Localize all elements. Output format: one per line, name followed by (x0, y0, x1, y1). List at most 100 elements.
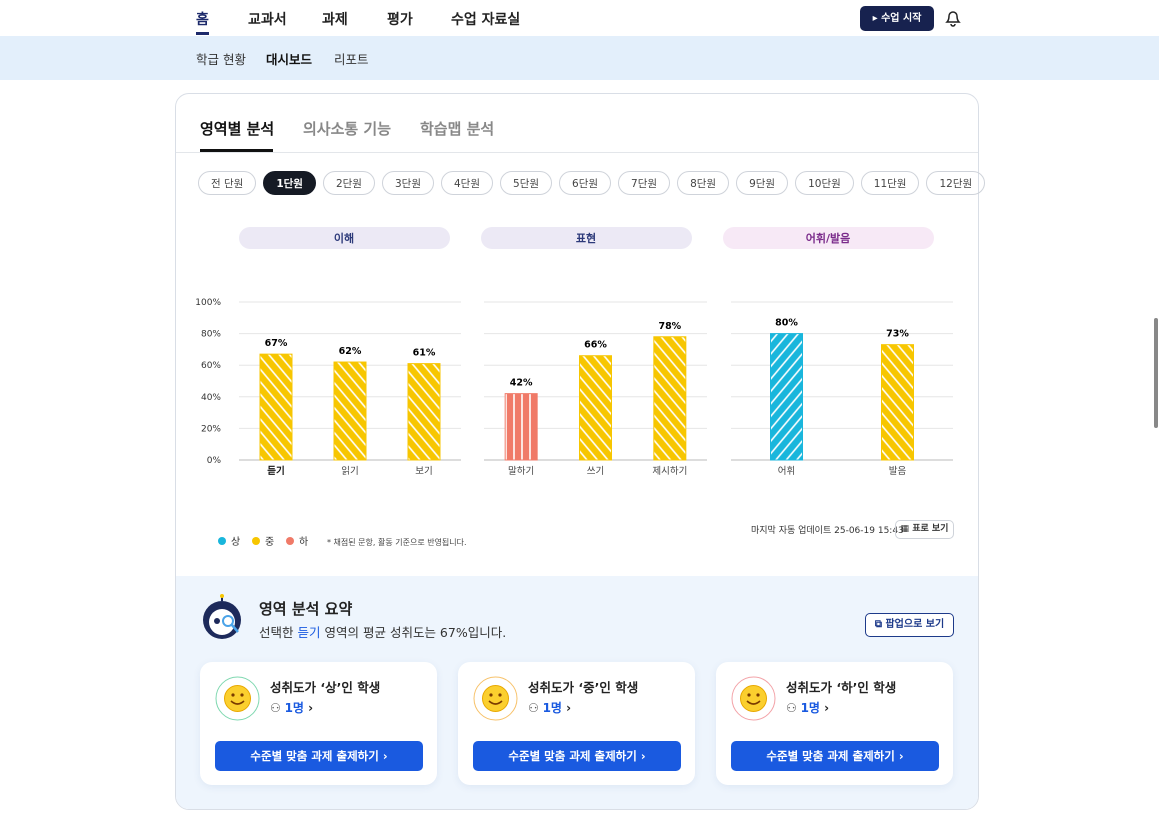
bar (881, 344, 914, 461)
unit-pill[interactable]: 7단원 (618, 171, 671, 195)
unit-pill[interactable]: 8단원 (677, 171, 730, 195)
chevron: › (303, 701, 314, 715)
y-tick-label: 40% (201, 393, 221, 403)
legend-dot (252, 537, 260, 545)
value-label: 66% (584, 340, 607, 351)
table-button-label: 표로 보기 (912, 524, 949, 534)
x-tick-label[interactable]: 읽기 (341, 465, 358, 477)
popup-button[interactable]: ⧉ 팝업으로 보기 (865, 613, 954, 637)
chevron: › (894, 749, 904, 763)
bar (770, 333, 803, 461)
bar (407, 363, 441, 461)
student-count-row[interactable]: ⚇ 1명 › (528, 699, 571, 716)
face-eye (747, 693, 751, 697)
panel-header-bg (239, 227, 450, 249)
sub-nav-item[interactable]: 대시보드 (266, 52, 313, 67)
sub-nav-item[interactable]: 리포트 (334, 52, 369, 67)
unit-pill[interactable]: 6단원 (559, 171, 612, 195)
legend-dot (218, 537, 226, 545)
x-tick-label[interactable]: 발음 (889, 466, 907, 477)
scrollbar (1154, 318, 1158, 428)
unit-pill[interactable]: 10단원 (795, 171, 854, 195)
nav-item[interactable]: 수업 자료실 (451, 12, 521, 28)
sub-bar (0, 36, 1159, 80)
tab[interactable]: 학습맵 분석 (420, 120, 495, 138)
tab[interactable]: 의사소통 기능 (303, 120, 392, 138)
bell-icon[interactable] (943, 8, 963, 28)
y-tick-label: 60% (201, 361, 221, 371)
nav-active-bar (196, 32, 209, 35)
x-tick-label[interactable]: 말하기 (508, 465, 534, 477)
x-tick-label[interactable]: 보기 (415, 466, 432, 477)
unit-pill[interactable]: 9단원 (736, 171, 789, 195)
y-tick-label: 80% (201, 330, 221, 340)
chevron: › (636, 749, 646, 763)
x-tick-label[interactable]: 제시하기 (652, 465, 687, 477)
person-icon: ⚇ (270, 701, 285, 715)
panel-header: 이해 (334, 231, 354, 245)
face-eye (231, 693, 235, 697)
value-label: 78% (658, 321, 681, 332)
unit-pill[interactable]: 2단원 (322, 171, 375, 195)
value-label: 67% (265, 338, 288, 349)
popup-button-label: 팝업으로 보기 (885, 619, 945, 630)
bar (333, 361, 367, 461)
update-info: 마지막 자동 업데이트 25-06-19 15:43 (751, 523, 904, 536)
nav-item[interactable]: 과제 (322, 12, 348, 28)
robot-icon (203, 594, 241, 639)
assign-button[interactable]: 수준별 맞춤 과제 출제하기 › (731, 741, 939, 771)
face-icon (473, 676, 518, 721)
person-icon: ⚇ (528, 701, 543, 715)
top-bar (0, 0, 1159, 36)
bar (579, 355, 612, 461)
x-tick-label[interactable]: 어휘 (778, 466, 795, 477)
face-eye (756, 693, 760, 697)
legend-label: 중 (265, 536, 274, 548)
face-eye (240, 693, 244, 697)
sub-nav-item[interactable]: 학급 현황 (196, 52, 246, 67)
assign-button[interactable]: 수준별 맞춤 과제 출제하기 › (473, 741, 681, 771)
value-label: 73% (886, 329, 909, 340)
panel-header-bg (481, 227, 692, 249)
x-tick-label[interactable]: 쓰기 (587, 466, 604, 477)
nav-item[interactable]: 홈 (196, 12, 209, 28)
person-icon: ⚇ (786, 701, 801, 715)
unit-pill[interactable]: 12단원 (926, 171, 986, 195)
panel-header: 어휘/발음 (806, 231, 851, 245)
start-button-label: 수업 시작 (881, 13, 922, 24)
face (224, 685, 251, 712)
unit-pill[interactable]: 1단원 (263, 171, 316, 195)
value-label: 42% (510, 378, 533, 389)
unit-pill[interactable]: 전 단원 (198, 171, 257, 195)
x-tick-label[interactable]: 듣기 (267, 465, 284, 477)
update-time: 25-06-19 15:43 (834, 526, 904, 536)
tab[interactable]: 영역별 분석 (200, 120, 275, 138)
panel-header: 표현 (576, 231, 596, 245)
chart-note: * 채점된 문항, 활동 기준으로 반영됩니다. (327, 537, 467, 547)
chevron: › (378, 749, 388, 763)
face-mouth (746, 700, 761, 705)
student-count: 1명 (800, 701, 820, 715)
start-button[interactable]: ▸ 수업 시작 (860, 6, 934, 31)
student-count-row[interactable]: ⚇ 1명 › (786, 699, 829, 716)
assign-button-label: 수준별 맞춤 과제 출제하기 (508, 749, 637, 763)
legend-label: 상 (231, 536, 240, 548)
legend-label: 하 (299, 535, 308, 548)
nav-item[interactable]: 교과서 (248, 12, 287, 28)
card-title: 성취도가 ‘중’인 학생 (528, 680, 639, 695)
assign-button[interactable]: 수준별 맞춤 과제 출제하기 › (215, 741, 423, 771)
student-count: 1명 (542, 701, 562, 715)
unit-pills: 전 단원 1단원 2단원 3단원 4단원 5단원 6단원 7단원 8단원 9단원 10단원 11단원 1… (198, 171, 986, 195)
unit-pill[interactable]: 3단원 (381, 171, 434, 195)
face (482, 685, 509, 712)
nav-item[interactable]: 평가 (387, 12, 413, 28)
unit-pill[interactable]: 5단원 (500, 171, 553, 195)
chevron: › (819, 701, 830, 715)
chart: 이해 0% 20% 40% 60% 80% 100% 67% 듣기 62% 읽기 61% 보기 표현 42%… (195, 227, 953, 548)
assign-button-label: 수준별 맞춤 과제 출제하기 (766, 749, 895, 763)
unit-pill[interactable]: 11단원 (860, 171, 920, 195)
value-label: 61% (413, 348, 436, 359)
table-button[interactable]: ▦ 표로 보기 (895, 520, 954, 539)
unit-pill[interactable]: 4단원 (441, 171, 494, 195)
student-count-row[interactable]: ⚇ 1명 › (270, 699, 313, 716)
